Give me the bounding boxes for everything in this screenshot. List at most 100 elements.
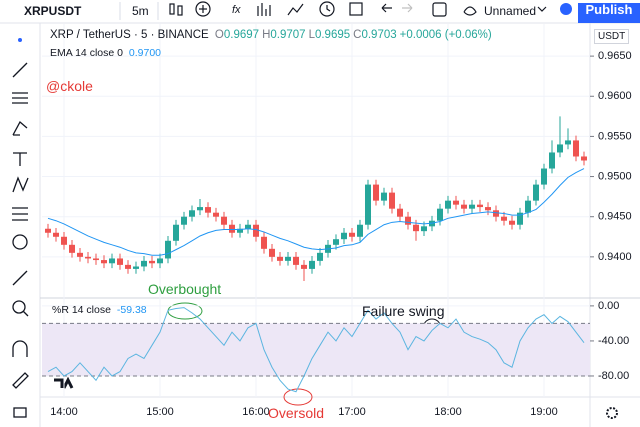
candle-body: [477, 204, 483, 208]
candle-body: [85, 256, 91, 259]
y-tick-label: 0.9650: [598, 50, 632, 62]
y-tick-label: 0.9450: [598, 211, 632, 223]
candle-body: [165, 240, 171, 259]
candle-body: [237, 228, 243, 233]
annotation: @ckole: [46, 78, 93, 94]
candle-body: [373, 184, 379, 201]
y-tick-label: 0.9550: [598, 130, 632, 142]
candle-body: [365, 184, 371, 225]
candle-body: [117, 258, 123, 265]
toolbar-icons[interactable]: fx: [119, 1, 572, 20]
y-tick-label: 0.00: [598, 300, 619, 312]
candle-body: [61, 236, 67, 245]
x-tick-label: 18:00: [434, 406, 462, 418]
tradingview-logo: [54, 376, 74, 389]
candle-body: [349, 232, 355, 237]
x-tick-label: 16:00: [242, 406, 270, 418]
annotation: Overbought: [148, 281, 222, 297]
symbol[interactable]: XRPUSDT: [24, 4, 82, 18]
candle-body: [581, 156, 587, 161]
oversold-ellipse: [283, 388, 313, 406]
svg-text:fx: fx: [232, 4, 241, 16]
candle-body: [461, 204, 467, 209]
candle-body: [573, 140, 579, 157]
ohlc-label: L: [308, 29, 315, 41]
ohlc-label: H: [262, 29, 271, 41]
annotation: Oversold: [268, 405, 325, 421]
candle-body: [357, 224, 363, 237]
candle-body: [197, 207, 203, 211]
x-tick-label: 19:00: [530, 406, 558, 418]
candle-body: [213, 212, 219, 217]
ohlc-label: C: [353, 29, 362, 41]
candle-body: [437, 208, 443, 221]
candle-body: [69, 244, 75, 253]
candle-body: [549, 152, 555, 169]
symbol-legend: XRP / TetherUS · 5 · BINANCE O0.9697 H0.9…: [50, 29, 495, 41]
candle-body: [405, 216, 411, 225]
candle-body: [181, 216, 187, 225]
candle-body: [277, 256, 283, 261]
ema-value: 0.9700: [128, 47, 162, 59]
x-tick-label: 15:00: [146, 406, 174, 418]
candle-body: [533, 184, 539, 201]
settings-icon[interactable]: [606, 407, 618, 419]
ema-name: EMA 14 close 0: [50, 47, 123, 59]
interval[interactable]: 5m: [132, 4, 149, 18]
candle-body: [141, 260, 147, 267]
band: [42, 323, 590, 376]
y-tick-label: 0.9600: [598, 90, 632, 102]
series-title: XRP / TetherUS · 5 · BINANCE: [50, 29, 209, 41]
ema-line: [47, 168, 585, 256]
candle-body: [557, 144, 563, 153]
currency-label: USDT: [594, 29, 630, 44]
candle-body: [269, 248, 275, 257]
ema-legend: EMA 14 close 0 0.9700: [50, 47, 164, 59]
candle-body: [501, 216, 507, 221]
ohlc-value: 0.9703: [361, 29, 397, 41]
candle-body: [285, 256, 291, 261]
candle-body: [341, 232, 347, 240]
candle-body: [413, 224, 419, 232]
candle-body: [397, 208, 403, 217]
candle-body: [293, 256, 299, 265]
candle-body: [565, 140, 571, 145]
x-tick-label: 17:00: [338, 406, 366, 418]
wr-name: %R 14 close: [52, 304, 111, 316]
layout-name[interactable]: Unnamed: [484, 4, 537, 18]
ohlc-value: 0.9695: [314, 29, 351, 41]
ohlc-value: 0.9697: [223, 29, 260, 41]
candle-body: [469, 204, 475, 209]
y-tick-label: -40.00: [598, 335, 629, 347]
candle-body: [493, 210, 499, 217]
candle-body: [445, 200, 451, 209]
candle-body: [173, 224, 179, 241]
candle-body: [317, 252, 323, 261]
ohlc-label: O: [214, 29, 224, 41]
candle-body: [229, 224, 235, 233]
wr-legend: %R 14 close -59.38: [52, 304, 150, 316]
y-tick-label: -80.00: [598, 370, 629, 382]
publish-button[interactable]: Publish: [578, 3, 640, 23]
candle-body: [333, 239, 339, 245]
y-tick-label: 0.9500: [598, 170, 632, 182]
candle-body: [101, 260, 107, 264]
candle-body: [309, 260, 315, 269]
candle-body: [125, 264, 131, 269]
candle-body: [381, 192, 387, 201]
candle-body: [53, 232, 59, 237]
y-tick-label: 0.9400: [598, 251, 632, 263]
candle-body: [517, 212, 523, 225]
x-tick-label: 14:00: [50, 406, 78, 418]
candle-body: [453, 200, 459, 205]
candle-body: [205, 207, 211, 213]
ohlc-value: 0.9707: [270, 29, 306, 41]
candle-body: [261, 236, 267, 249]
change: +0.0006 (+0.06%): [399, 29, 492, 41]
candle-body: [77, 252, 83, 257]
candle-body: [45, 228, 51, 233]
wr-line: [47, 307, 585, 393]
drawing-tools[interactable]: [12, 38, 29, 418]
